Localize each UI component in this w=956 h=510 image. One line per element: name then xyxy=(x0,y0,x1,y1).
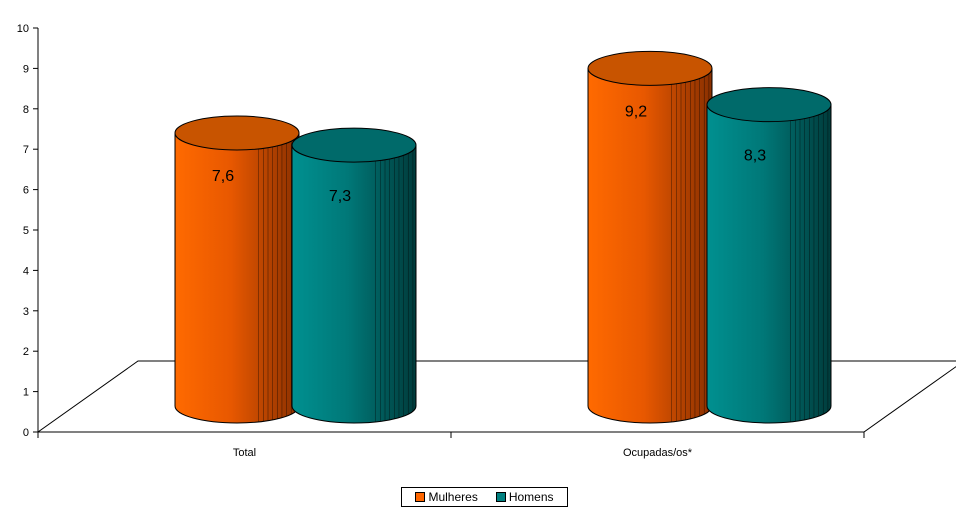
bar-top xyxy=(587,50,713,86)
y-tick-label: 1 xyxy=(23,387,29,399)
legend-item-homens: Homens xyxy=(495,490,554,504)
y-tick-label: 10 xyxy=(17,23,29,35)
y-tick-label: 3 xyxy=(23,306,29,318)
legend-swatch-mulheres xyxy=(415,492,426,502)
bar-body xyxy=(706,104,832,424)
y-tick-label: 7 xyxy=(23,144,29,156)
y-tick-label: 6 xyxy=(23,185,29,197)
y-tick-label: 5 xyxy=(23,225,29,237)
legend-label-homens: Homens xyxy=(508,490,554,504)
y-tick-label: 8 xyxy=(23,104,29,116)
y-tick-label: 0 xyxy=(23,427,29,439)
bar-top xyxy=(291,127,417,163)
data-label: 8,3 xyxy=(744,148,766,165)
legend-label-mulheres: Mulheres xyxy=(428,490,478,504)
chart: 0 1 2 3 4 5 6 7 8 9 10 Total Ocupadas/os* 7,6 7,3 9,2 8… xyxy=(17,23,956,459)
x-tick-label: Ocupadas/os* xyxy=(623,447,693,459)
bars xyxy=(174,50,832,424)
legend: Mulheres Homens xyxy=(401,487,568,507)
bar-body xyxy=(587,67,713,424)
bar-body xyxy=(174,132,300,424)
legend-swatch-homens xyxy=(495,492,506,502)
bar-homens-ocupadas xyxy=(706,87,832,424)
bar-mulheres-ocupadas xyxy=(587,50,713,424)
y-tick-label: 4 xyxy=(23,265,29,277)
data-label: 7,3 xyxy=(329,188,351,205)
y-axis: 0 1 2 3 4 5 6 7 8 9 10 Total Ocupadas/os* xyxy=(17,23,865,459)
labels: 7,6 7,3 9,2 8,3 xyxy=(212,103,766,205)
y-tick-label: 2 xyxy=(23,346,29,358)
bar-body xyxy=(291,144,417,424)
legend-item-mulheres: Mulheres xyxy=(415,490,478,504)
bar-mulheres-total xyxy=(174,115,300,424)
y-tick-label: 9 xyxy=(23,63,29,75)
bar-homens-total xyxy=(291,127,417,424)
data-label: 9,2 xyxy=(625,103,647,120)
bar-top xyxy=(174,115,300,151)
data-label: 7,6 xyxy=(212,168,234,185)
x-tick-label: Total xyxy=(233,447,256,459)
bar-top xyxy=(706,87,832,123)
